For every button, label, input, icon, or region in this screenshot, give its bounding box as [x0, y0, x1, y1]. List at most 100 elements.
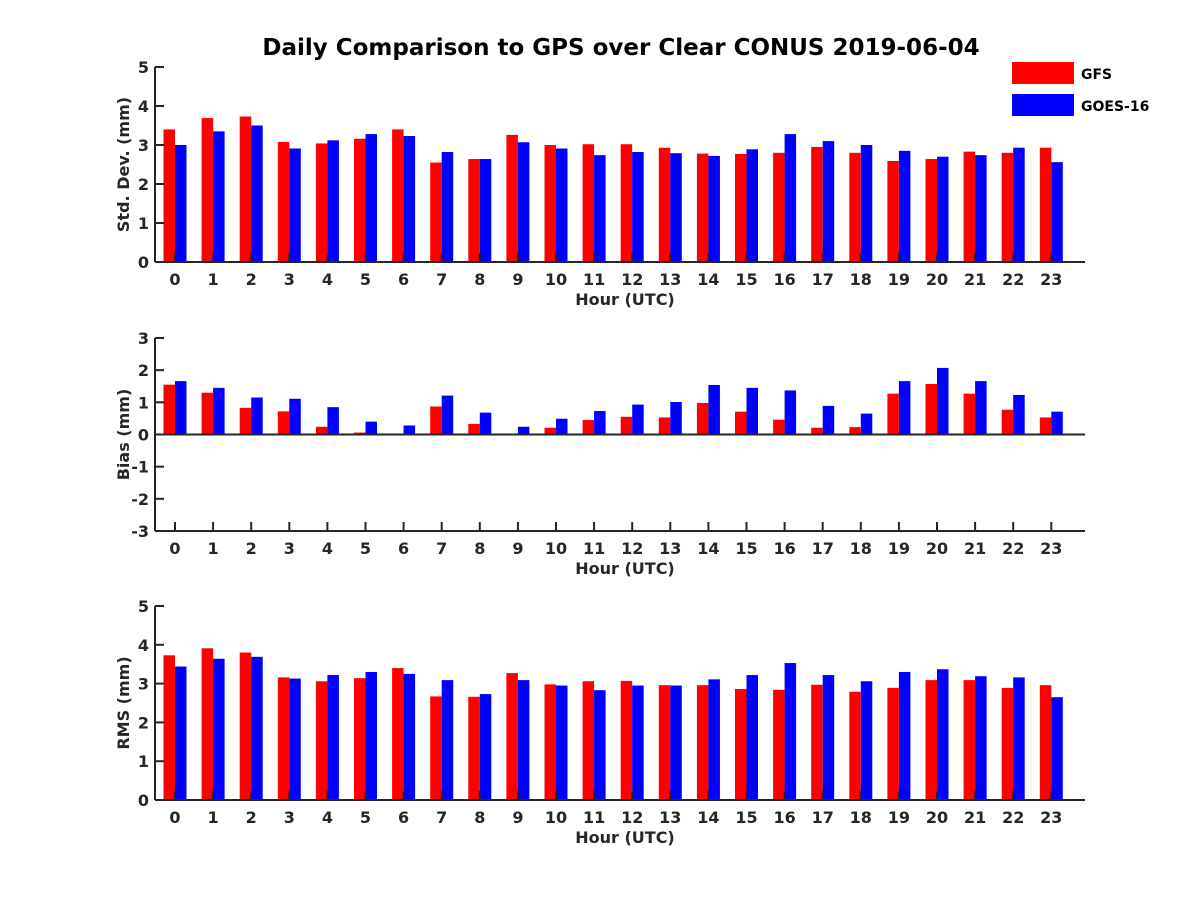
std-dev-xtick-label: 4 [322, 270, 333, 289]
rms-xtick-label: 12 [621, 808, 643, 827]
bias-bar-goes16-10 [556, 418, 568, 435]
std-dev-xtick-label: 1 [208, 270, 219, 289]
bias-xtick-label: 14 [697, 539, 719, 558]
rms-y-axis-label: RMS (mm) [114, 656, 133, 749]
bias-x-axis-label: Hour (UTC) [575, 559, 675, 578]
rms-bar-goes16-22 [1013, 677, 1025, 800]
bias-bar-gfs-18 [849, 427, 861, 435]
std-dev-bar-goes16-18 [860, 145, 873, 262]
rms-ytick-label: 2 [138, 713, 149, 732]
rms-bar-gfs-14 [696, 685, 709, 800]
std-dev-xtick-label: 20 [926, 270, 948, 289]
std-dev-bar-goes16-7 [441, 152, 454, 262]
rms-xtick-label: 2 [246, 808, 257, 827]
rms-bar-gfs-10 [544, 684, 556, 800]
rms-ytick-label: 0 [138, 791, 149, 810]
bias-bar-goes16-13 [670, 402, 682, 435]
bias-bar-goes16-11 [594, 411, 606, 435]
bias-xtick-label: 5 [360, 539, 371, 558]
std-dev-bar-goes16-15 [746, 149, 758, 262]
bias-ytick-label: 0 [138, 426, 149, 445]
std-dev-bar-goes16-12 [632, 152, 644, 262]
rms-bar-goes16-2 [251, 656, 263, 800]
std-dev-bar-gfs-20 [925, 159, 937, 262]
rms-bar-gfs-0 [163, 655, 175, 800]
rms-xtick-label: 23 [1040, 808, 1062, 827]
bias-xtick-label: 10 [545, 539, 567, 558]
std-dev-xtick-label: 9 [512, 270, 523, 289]
bias-bar-goes16-18 [860, 413, 873, 435]
bias-xtick-label: 23 [1040, 539, 1062, 558]
bias-xtick-label: 11 [583, 539, 605, 558]
std-dev-bar-goes16-13 [670, 153, 682, 262]
rms-bar-gfs-13 [658, 685, 671, 800]
bias-xtick-label: 21 [964, 539, 986, 558]
bias-bar-goes16-7 [441, 395, 454, 435]
bias-bar-goes16-19 [898, 381, 911, 435]
std-dev-bar-gfs-13 [658, 147, 671, 262]
rms-xtick-label: 0 [169, 808, 180, 827]
rms-bar-goes16-23 [1051, 697, 1063, 800]
bias-y-axis-label: Bias (mm) [114, 389, 133, 481]
std-dev-bar-gfs-7 [430, 162, 442, 262]
bias-ytick-label: 3 [138, 329, 149, 348]
rms-xtick-label: 19 [888, 808, 910, 827]
std-dev-bar-goes16-23 [1051, 162, 1063, 262]
std-dev-xtick-label: 14 [697, 270, 719, 289]
bias-xtick-label: 1 [208, 539, 219, 558]
std-dev-xtick-label: 19 [888, 270, 910, 289]
bias-bar-goes16-16 [784, 390, 797, 435]
std-dev-x-axis-label: Hour (UTC) [575, 290, 675, 309]
rms-bar-goes16-13 [670, 685, 682, 800]
std-dev-xtick-label: 11 [583, 270, 605, 289]
bias-bar-gfs-11 [582, 420, 595, 435]
rms-ytick-label: 5 [138, 597, 149, 616]
std-dev-bar-goes16-2 [251, 125, 263, 262]
std-dev-ytick-label: 3 [138, 136, 149, 155]
bias-bar-gfs-13 [658, 417, 671, 435]
std-dev-xtick-label: 21 [964, 270, 986, 289]
rms-xtick-label: 8 [474, 808, 485, 827]
std-dev-bar-gfs-0 [163, 129, 175, 262]
bias-xtick-label: 17 [812, 539, 834, 558]
rms-xtick-label: 14 [697, 808, 719, 827]
std-dev-xtick-label: 2 [246, 270, 257, 289]
rms-bar-gfs-8 [468, 696, 480, 800]
rms-ytick-label: 3 [138, 675, 149, 694]
rms-bar-goes16-12 [632, 685, 644, 800]
std-dev-bar-gfs-5 [354, 138, 366, 262]
bias-xtick-label: 2 [246, 539, 257, 558]
rms-bar-goes16-10 [556, 685, 568, 800]
rms-bar-gfs-5 [354, 678, 366, 800]
rms-bar-gfs-21 [963, 680, 976, 800]
std-dev-xtick-label: 7 [436, 270, 447, 289]
bias-bar-goes16-4 [327, 407, 339, 435]
bias-bar-goes16-3 [289, 398, 301, 435]
bias-xtick-label: 20 [926, 539, 948, 558]
rms-xtick-label: 11 [583, 808, 605, 827]
std-dev-bar-gfs-15 [735, 153, 747, 262]
rms-bar-goes16-4 [327, 675, 339, 800]
legend-label-goes16: GOES-16 [1081, 99, 1149, 115]
legend-swatch-gfs [1012, 62, 1074, 84]
std-dev-bar-gfs-16 [773, 152, 785, 262]
bias-bar-goes16-6 [403, 425, 416, 435]
std-dev-xtick-label: 16 [773, 270, 795, 289]
rms-xtick-label: 7 [436, 808, 447, 827]
rms-bar-gfs-2 [239, 652, 252, 800]
rms-bar-goes16-5 [365, 671, 377, 800]
bias-bar-gfs-20 [925, 384, 937, 435]
std-dev-bar-gfs-6 [392, 129, 404, 262]
bias-ytick-label: -3 [131, 522, 149, 541]
std-dev-bar-gfs-12 [620, 144, 633, 262]
bias-bar-goes16-9 [517, 426, 530, 435]
std-dev-bar-gfs-1 [201, 118, 214, 262]
rms-xtick-label: 21 [964, 808, 986, 827]
bias-bar-gfs-14 [696, 402, 709, 435]
rms-bar-goes16-11 [594, 690, 606, 800]
rms-bar-gfs-16 [773, 689, 785, 800]
std-dev-xtick-label: 6 [398, 270, 409, 289]
std-dev-bar-gfs-17 [811, 146, 823, 262]
